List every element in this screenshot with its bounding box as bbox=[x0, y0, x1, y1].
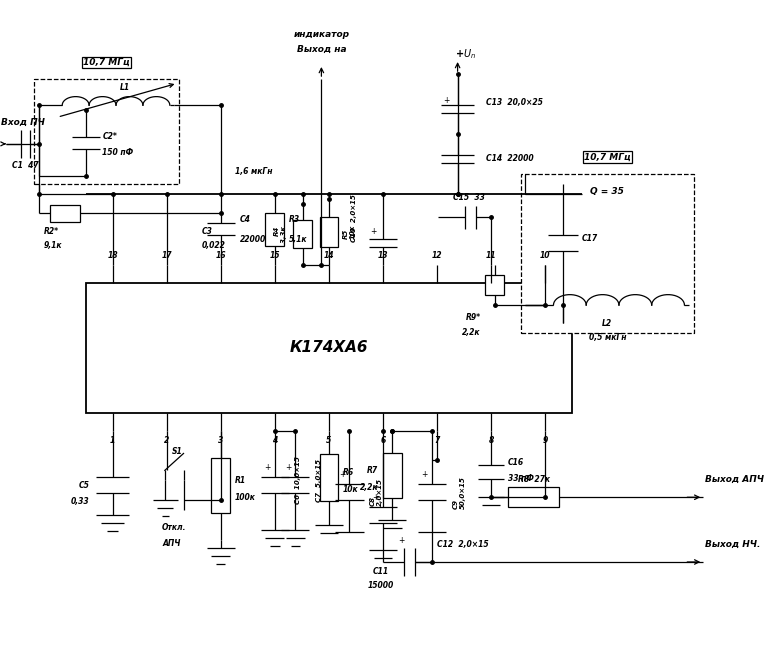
Bar bbox=[508, 487, 559, 507]
Text: 100к: 100к bbox=[235, 492, 256, 502]
Text: 5: 5 bbox=[326, 436, 332, 445]
Text: +: + bbox=[422, 470, 428, 479]
Text: 3: 3 bbox=[218, 436, 223, 445]
Text: 7: 7 bbox=[435, 436, 439, 445]
Text: C6  10,0×15: C6 10,0×15 bbox=[296, 456, 301, 504]
Text: +: + bbox=[372, 492, 379, 502]
Bar bbox=[266, 213, 284, 246]
Text: АПЧ: АПЧ bbox=[162, 538, 180, 548]
Text: 10к: 10к bbox=[343, 485, 359, 494]
Text: +: + bbox=[443, 97, 449, 106]
Text: R4
3,3к: R4 3,3к bbox=[274, 226, 287, 243]
Text: 10,7 МГц: 10,7 МГц bbox=[584, 153, 631, 162]
Text: 2,2к: 2,2к bbox=[462, 329, 481, 338]
Text: C10  2,0×15: C10 2,0×15 bbox=[351, 194, 357, 242]
Text: C9
50,0×15: C9 50,0×15 bbox=[453, 476, 466, 509]
Text: Выход НЧ.: Выход НЧ. bbox=[705, 540, 760, 549]
Text: 0,33: 0,33 bbox=[71, 497, 89, 505]
Bar bbox=[211, 458, 230, 513]
Text: 4: 4 bbox=[272, 436, 277, 445]
Text: 15: 15 bbox=[270, 251, 280, 260]
Bar bbox=[34, 79, 179, 183]
Text: 9: 9 bbox=[542, 436, 548, 445]
Text: +: + bbox=[285, 463, 291, 472]
Text: +$U_n$: +$U_n$ bbox=[455, 47, 475, 61]
Text: C12  2,0×15: C12 2,0×15 bbox=[437, 540, 489, 549]
Text: 1: 1 bbox=[110, 436, 115, 445]
Bar bbox=[319, 217, 339, 247]
Text: 10,7 МГц: 10,7 МГц bbox=[84, 58, 130, 67]
Bar bbox=[521, 174, 694, 333]
Bar bbox=[293, 220, 312, 248]
Bar bbox=[85, 283, 572, 413]
Text: R9*: R9* bbox=[465, 312, 481, 321]
Text: +: + bbox=[370, 227, 377, 236]
Text: К174ХА6: К174ХА6 bbox=[290, 340, 368, 355]
Bar bbox=[383, 453, 402, 498]
Text: Откл.: Откл. bbox=[162, 523, 187, 531]
Text: 17: 17 bbox=[161, 251, 172, 260]
Text: R7: R7 bbox=[367, 466, 379, 475]
Text: R8  27к: R8 27к bbox=[518, 475, 550, 484]
Text: 10: 10 bbox=[540, 251, 551, 260]
Text: Выход АПЧ: Выход АПЧ bbox=[705, 475, 764, 484]
Text: 15000: 15000 bbox=[368, 581, 394, 590]
Text: 18: 18 bbox=[108, 251, 118, 260]
Text: 14: 14 bbox=[323, 251, 334, 260]
Text: R6: R6 bbox=[343, 469, 354, 478]
Text: S1: S1 bbox=[172, 447, 183, 456]
Text: C5: C5 bbox=[78, 481, 89, 490]
Text: +: + bbox=[264, 463, 270, 472]
Text: C13  20,0×25: C13 20,0×25 bbox=[485, 98, 542, 108]
Text: L1: L1 bbox=[121, 83, 131, 92]
Text: R1: R1 bbox=[235, 476, 246, 485]
Text: C16: C16 bbox=[508, 458, 524, 467]
Text: L2: L2 bbox=[602, 319, 612, 327]
Text: C11: C11 bbox=[373, 568, 389, 577]
Text: 5,1к: 5,1к bbox=[289, 235, 307, 244]
Text: C4: C4 bbox=[240, 215, 250, 224]
Text: Вход ПЧ: Вход ПЧ bbox=[2, 117, 45, 126]
Text: 9,1к: 9,1к bbox=[44, 241, 62, 250]
Text: C7  5,0×15: C7 5,0×15 bbox=[316, 459, 322, 502]
Text: 13: 13 bbox=[378, 251, 388, 260]
Text: R2*: R2* bbox=[44, 227, 58, 236]
Text: C15  33: C15 33 bbox=[452, 193, 485, 202]
Text: 0,5 мкГн: 0,5 мкГн bbox=[588, 334, 626, 342]
Text: 150 пФ: 150 пФ bbox=[102, 148, 134, 157]
Text: C14  22000: C14 22000 bbox=[485, 154, 533, 163]
Text: C17: C17 bbox=[581, 234, 598, 243]
Text: C2*: C2* bbox=[102, 132, 118, 141]
Text: 16: 16 bbox=[216, 251, 226, 260]
Text: 2: 2 bbox=[164, 436, 169, 445]
Text: 33 пФ: 33 пФ bbox=[508, 474, 534, 483]
Text: индикатор: индикатор bbox=[293, 30, 349, 39]
Text: C8
2,0×15: C8 2,0×15 bbox=[370, 478, 383, 506]
Text: 12: 12 bbox=[432, 251, 442, 260]
Text: R3: R3 bbox=[289, 215, 300, 224]
Text: 22000: 22000 bbox=[240, 235, 266, 244]
Bar bbox=[50, 205, 80, 222]
Text: 0,022: 0,022 bbox=[202, 241, 226, 250]
Text: Q = 35: Q = 35 bbox=[591, 187, 624, 196]
Text: C1  47: C1 47 bbox=[12, 161, 39, 170]
Text: +: + bbox=[339, 470, 345, 479]
Bar bbox=[485, 275, 504, 295]
Text: 1,6 мкГн: 1,6 мкГн bbox=[235, 167, 273, 176]
Text: 6: 6 bbox=[380, 436, 386, 445]
Text: C3: C3 bbox=[202, 227, 213, 236]
Bar bbox=[319, 454, 338, 502]
Text: 8: 8 bbox=[488, 436, 494, 445]
Text: +: + bbox=[399, 535, 405, 544]
Text: 2,2к: 2,2к bbox=[359, 483, 379, 492]
Text: 11: 11 bbox=[486, 251, 496, 260]
Text: Выход на: Выход на bbox=[296, 45, 346, 54]
Text: R5
10к: R5 10к bbox=[343, 225, 356, 239]
